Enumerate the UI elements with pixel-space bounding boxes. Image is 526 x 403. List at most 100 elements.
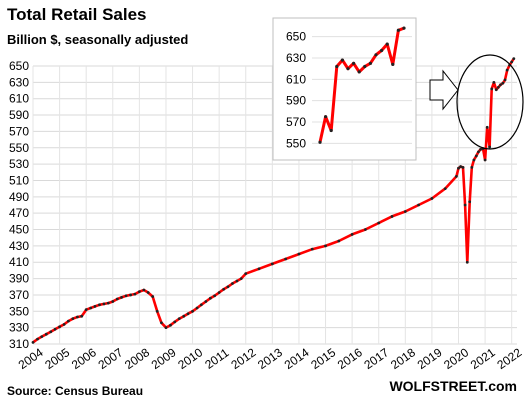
data-point (403, 210, 407, 213)
data-point (93, 304, 97, 308)
y-tick-label: 590 (9, 108, 29, 122)
inset-data-point (352, 61, 356, 65)
x-tick-label: 2021 (468, 345, 498, 372)
data-point (485, 125, 489, 129)
inset-data-point (357, 70, 361, 74)
inset-frame (272, 17, 417, 161)
inset-data-point (368, 61, 372, 65)
inset-data-point (318, 140, 322, 144)
y-tick-label: 310 (9, 337, 29, 351)
inset-data-point (396, 28, 400, 32)
inset-data-point (363, 64, 367, 69)
x-tick-label: 2009 (149, 345, 179, 372)
data-point (477, 150, 480, 154)
data-point (106, 301, 110, 305)
y-tick-label: 370 (9, 288, 29, 302)
data-point (124, 294, 128, 298)
data-point (62, 322, 66, 326)
data-point (133, 292, 137, 296)
data-point (137, 290, 141, 294)
data-point (459, 165, 463, 168)
y-tick-label: 650 (9, 59, 29, 73)
data-point (454, 174, 458, 178)
data-point (66, 319, 70, 323)
inset-y-tick-label: 570 (286, 115, 306, 129)
y-tick-label: 630 (9, 75, 29, 89)
data-point (146, 291, 150, 294)
data-point (164, 326, 168, 330)
data-point (226, 285, 230, 289)
data-point (337, 239, 341, 243)
data-point (377, 221, 381, 225)
y-tick-label: 470 (9, 206, 29, 220)
data-point (191, 309, 194, 313)
data-point (490, 87, 494, 91)
data-point (270, 262, 274, 266)
chart-title: Total Retail Sales (7, 5, 147, 24)
y-axis-ticks: 310 330 350 370 390 410 430 450 470 490 510 530 550 5… (9, 59, 29, 351)
data-point (257, 267, 261, 271)
data-point (284, 257, 288, 261)
data-point (512, 57, 516, 61)
inset-data-point (340, 58, 344, 62)
data-point (324, 244, 327, 248)
inset-data-point (329, 128, 333, 133)
y-tick-label: 410 (9, 255, 29, 269)
data-point (102, 302, 106, 306)
inset-y-tick-label: 610 (286, 72, 306, 86)
data-point (222, 287, 226, 291)
data-point (297, 252, 301, 256)
data-point (49, 330, 53, 334)
data-point (58, 325, 61, 329)
data-point (129, 293, 132, 297)
data-point (84, 308, 88, 312)
x-tick-label: 2016 (335, 345, 365, 372)
inset-series-line (318, 26, 405, 143)
data-point (173, 320, 177, 324)
y-tick-label: 530 (9, 157, 29, 171)
inset-data-point (385, 42, 389, 46)
data-point (204, 300, 208, 303)
data-point (390, 215, 394, 218)
y-tick-label: 490 (9, 190, 29, 204)
data-point (310, 247, 314, 251)
source-note: Source: Census Bureau (7, 384, 143, 398)
data-point (182, 314, 186, 318)
data-point (71, 317, 75, 321)
inset-data-point (374, 53, 378, 57)
data-point (89, 306, 93, 310)
data-point (186, 312, 190, 316)
inset-data-point (380, 48, 384, 53)
x-tick-label: 2015 (308, 345, 338, 372)
data-point (239, 277, 243, 280)
inset-data-point (324, 115, 328, 119)
chart-subtitle: Billion $, seasonally adjusted (7, 32, 188, 47)
inset-y-tick-label: 650 (286, 30, 306, 44)
data-point (350, 233, 354, 236)
inset-zoom-panel: 550 570 590 610 630 650 (272, 17, 417, 161)
inset-y-tick-label: 590 (286, 94, 306, 108)
data-point (492, 80, 496, 84)
x-tick-label: 2013 (255, 345, 285, 372)
data-point (470, 165, 474, 169)
data-point (40, 335, 44, 339)
data-point (115, 297, 119, 301)
y-tick-label: 550 (9, 141, 29, 155)
y-tick-label: 430 (9, 239, 29, 253)
x-tick-label: 2012 (229, 345, 259, 372)
data-point (208, 296, 212, 300)
x-axis-ticks: 2004200520062007200820092010201120122013… (16, 345, 525, 372)
x-tick-label: 2014 (282, 345, 312, 372)
data-point (169, 323, 172, 327)
data-point (160, 321, 163, 325)
data-point (98, 303, 101, 307)
data-point (463, 203, 467, 207)
data-point (235, 279, 239, 283)
y-tick-label: 390 (9, 272, 29, 286)
x-tick-label: 2007 (96, 345, 126, 372)
data-point (36, 337, 39, 341)
data-point (76, 315, 79, 319)
series-total-retail-sales (31, 57, 516, 344)
x-tick-label: 2020 (441, 345, 471, 372)
